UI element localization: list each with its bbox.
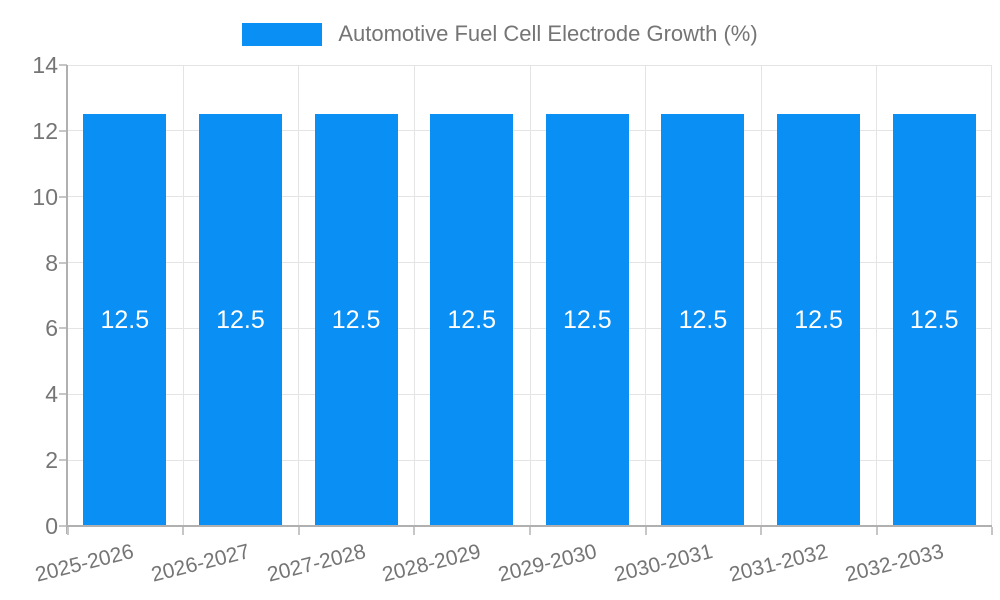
y-tick-label: 12	[32, 117, 58, 144]
y-tick-mark	[59, 261, 67, 264]
y-tick-label: 2	[45, 447, 58, 474]
x-tick-mark	[644, 527, 647, 535]
v-gridline	[876, 65, 878, 526]
x-tick-mark	[297, 527, 300, 535]
x-tick-mark	[66, 527, 69, 535]
y-tick-mark	[59, 525, 67, 527]
y-tick-label: 4	[45, 381, 58, 408]
bar: 12.5	[198, 114, 282, 526]
y-axis-line	[66, 65, 68, 534]
y-tick-label: 8	[45, 249, 58, 276]
bar-value-label: 12.5	[794, 305, 843, 334]
bar-value-label: 12.5	[678, 305, 728, 334]
bar-value-label: 12.5	[562, 305, 612, 334]
y-tick-mark	[59, 64, 67, 66]
x-tick-mark	[182, 527, 185, 535]
x-tick-mark	[990, 527, 993, 535]
x-tick-label: 2029-2030	[495, 540, 599, 587]
x-tick-label: 2025-2026	[33, 540, 137, 587]
y-tick-mark	[59, 459, 67, 462]
y-tick-label: 0	[45, 513, 58, 539]
x-axis-line	[67, 525, 992, 527]
bar-value-label: 12.5	[909, 305, 959, 334]
y-tick-mark	[59, 195, 67, 198]
y-tick-mark	[59, 129, 67, 132]
v-gridline	[760, 65, 762, 526]
bar: 12.5	[545, 114, 629, 526]
x-tick-mark	[413, 527, 416, 535]
x-tick-label: 2031-2032	[727, 540, 831, 587]
x-tick-mark	[529, 527, 531, 535]
y-tick-label: 10	[32, 183, 58, 210]
x-tick-label: 2026-2027	[148, 540, 253, 587]
bar: 12.5	[777, 114, 861, 526]
bar: 12.5	[430, 114, 514, 526]
y-tick-mark	[59, 327, 67, 330]
v-gridline	[529, 65, 531, 526]
v-gridline	[991, 65, 992, 526]
x-tick-mark	[875, 527, 878, 535]
y-tick-label: 6	[45, 315, 58, 342]
x-tick-label: 2028-2029	[380, 540, 484, 587]
x-tick-label: 2030-2031	[611, 540, 715, 587]
v-gridline	[182, 65, 184, 526]
bar: 12.5	[83, 114, 167, 526]
v-gridline	[413, 65, 415, 526]
v-gridline	[645, 65, 647, 526]
y-tick-label: 14	[32, 52, 58, 78]
bar: 12.5	[661, 114, 745, 526]
plot-area: 12.5 12.5 12.5 12.5 12.5 12.5 12.5 12.5	[67, 64, 992, 526]
bar-value-label: 12.5	[447, 305, 497, 334]
v-gridline	[298, 65, 300, 526]
x-tick-label: 2032-2033	[842, 540, 946, 587]
bar-value-label: 12.5	[100, 305, 150, 334]
bar-value-label: 12.5	[331, 305, 381, 334]
x-tick-label: 2027-2028	[264, 540, 368, 587]
legend-swatch	[242, 22, 323, 46]
y-tick-mark	[59, 393, 67, 396]
legend-label: Automotive Fuel Cell Electrode Growth (%…	[338, 21, 758, 46]
legend: Automotive Fuel Cell Electrode Growth (%…	[0, 21, 1000, 47]
bar: 12.5	[892, 114, 976, 526]
bar-value-label: 12.5	[216, 305, 265, 334]
bar: 12.5	[314, 114, 398, 526]
x-tick-mark	[760, 527, 763, 535]
